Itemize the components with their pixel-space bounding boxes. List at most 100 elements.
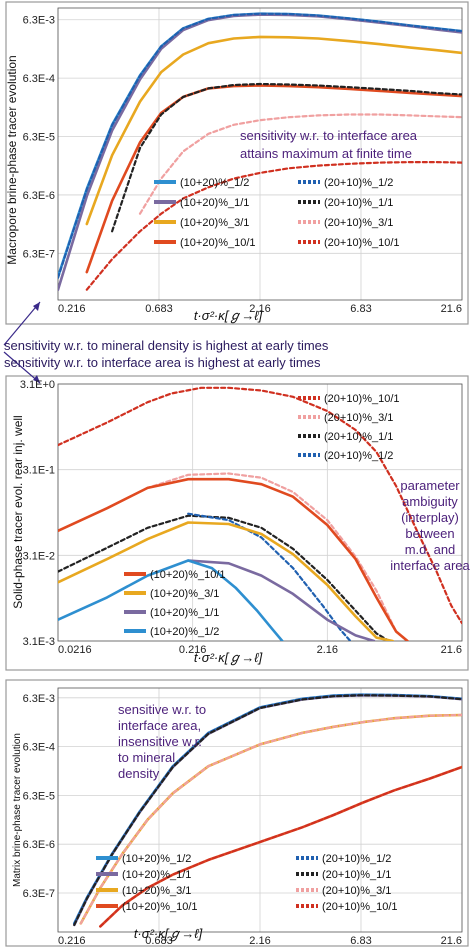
annotation-text: sensitive w.r. to	[118, 702, 206, 717]
annotation-text: sensitivity w.r. to interface area	[240, 128, 418, 143]
series-line	[58, 514, 391, 641]
plot-area-border	[57, 383, 463, 642]
annotation-text: between	[405, 526, 454, 541]
series-group	[58, 386, 462, 641]
x-tick-label: 0.216	[58, 303, 86, 315]
x-tick-label: 2.16	[249, 303, 270, 315]
x-tick-label: 21.6	[441, 303, 462, 315]
series-group	[73, 693, 462, 928]
legend-label: (20+10)%_3/1	[324, 217, 393, 229]
legend-label: (10+20)%_1/1	[122, 869, 191, 881]
legend-label: (10+20)%_1/1	[150, 607, 219, 619]
x-axis-label: t·σ²·κ[ℊ→ℓ]	[134, 926, 203, 942]
annotation-text: parameter	[400, 478, 460, 493]
legend-label: (20+10)%_1/1	[324, 197, 393, 209]
x-axis-label: t·σ²·κ[ℊ→ℓ]	[194, 650, 263, 666]
y-tick-label: 6.3E-6	[23, 839, 55, 851]
chart-matrix: 0.216 0.683 2.16 6.83 21.6 6.3E-7 6.3E-6 6.3E-5…	[12, 687, 463, 947]
y-axis-label: Macropore brine-phase tracer evolution	[5, 55, 19, 264]
arrow-down	[3, 351, 41, 384]
y-tick-label: 6.3E-5	[23, 132, 55, 144]
panel-1-frame	[5, 1, 469, 325]
y-axis-label: Solid-phase tracer evol. rear inj. well	[11, 415, 25, 608]
annotation-text: interface area	[390, 558, 470, 573]
annotation-text: to mineral	[118, 750, 175, 765]
annotation-text: insensitive w.r.	[118, 734, 202, 749]
y-tick-label: 6.3E-4	[23, 73, 55, 85]
y-tick-label: 3.1E-1	[23, 465, 55, 477]
between-text-1: sensitivity w.r. to mineral density is h…	[4, 338, 329, 353]
legend-label: (10+20)%_10/1	[150, 569, 226, 581]
legend-label: (10+20)%_10/1	[180, 237, 256, 249]
annotation-text: attains maximum at finite time	[240, 146, 412, 161]
annotation-text: interface area,	[118, 718, 201, 733]
series-line	[79, 713, 462, 925]
legend-label: (20+10)%_10/1	[324, 237, 400, 249]
legend-label: (20+10)%_10/1	[322, 901, 398, 913]
annotation-text: m.d. and	[405, 542, 456, 557]
chart-solid-phase: 0.0216 0.216 2.16 21.6 3.1E-3 3.1E-2 3.1E-1 3.1…	[11, 379, 471, 666]
x-tick-label: 0.216	[179, 644, 207, 656]
y-tick-label: 6.3E-3	[23, 693, 55, 705]
legend-label: (20+10)%_1/1	[322, 869, 391, 881]
legend-label: (10+20)%_1/2	[122, 853, 191, 865]
legend-label: (10+20)%_10/1	[122, 901, 198, 913]
y-tick-label: 3.1E-3	[23, 636, 55, 648]
series-line	[138, 113, 462, 215]
legend-label: (20+10)%_3/1	[322, 885, 391, 897]
legend-label: (20+10)%_1/1	[324, 431, 393, 443]
series-line	[111, 82, 462, 233]
x-tick-label: 2.16	[317, 644, 338, 656]
x-tick-label: 21.6	[441, 935, 462, 947]
panel-3-frame	[5, 679, 469, 947]
y-tick-label: 6.3E-3	[23, 15, 55, 27]
annotation-text: (interplay)	[401, 510, 459, 525]
series-line	[58, 521, 394, 641]
legend-label: (20+10)%_10/1	[324, 393, 400, 405]
legend-label: (20+10)%_1/2	[322, 853, 391, 865]
series-line	[58, 386, 462, 625]
plot-area-border	[57, 687, 463, 933]
annotation-text: ambiguity	[402, 494, 458, 509]
arrow-up-head	[33, 302, 40, 311]
between-text-2: sensitivity w.r. to interface area is hi…	[4, 355, 321, 370]
series-line	[85, 161, 462, 291]
y-tick-label: 6.3E-6	[23, 190, 55, 202]
legend-label: (20+10)%_3/1	[324, 412, 393, 424]
legend-label: (10+20)%_1/2	[150, 626, 219, 638]
y-tick-label: 6.3E-7	[23, 248, 55, 260]
y-tick-label: 3.1E-2	[23, 550, 55, 562]
x-tick-label: 0.683	[145, 935, 173, 947]
series-group	[58, 12, 462, 291]
series-line	[58, 477, 409, 641]
y-axis-label: Matrix brine-phase tracer evolution	[12, 733, 23, 887]
legend-label: (10+20)%_1/2	[180, 177, 249, 189]
series-line	[187, 512, 352, 641]
x-tick-label: 0.683	[145, 303, 173, 315]
y-tick-label: 6.3E-5	[23, 790, 55, 802]
y-tick-label: 6.3E-4	[23, 742, 55, 754]
plot-area-border	[57, 7, 463, 301]
y-tick-label: 6.3E-7	[23, 888, 55, 900]
x-tick-label: 0.216	[58, 935, 86, 947]
series-line	[186, 559, 376, 641]
legend-label: (20+10)%_1/2	[324, 450, 393, 462]
x-tick-label: 6.83	[350, 935, 371, 947]
series-line	[85, 84, 462, 274]
x-tick-label: 6.83	[350, 303, 371, 315]
annotation-text: density	[118, 766, 160, 781]
x-tick-label: 0.0216	[58, 644, 92, 656]
panel-2-frame	[5, 375, 469, 671]
legend-label: (10+20)%_1/1	[180, 197, 249, 209]
arrow-down-head	[33, 375, 40, 383]
x-tick-label: 2.16	[249, 935, 270, 947]
series-line	[99, 765, 462, 928]
series-line	[58, 12, 462, 279]
x-tick-label: 21.6	[441, 644, 462, 656]
series-line	[58, 559, 284, 641]
legend-label: (10+20)%_3/1	[180, 217, 249, 229]
arrow-up	[3, 301, 41, 346]
legend-label: (10+20)%_3/1	[150, 588, 219, 600]
legend-label: (20+10)%_1/2	[324, 177, 393, 189]
